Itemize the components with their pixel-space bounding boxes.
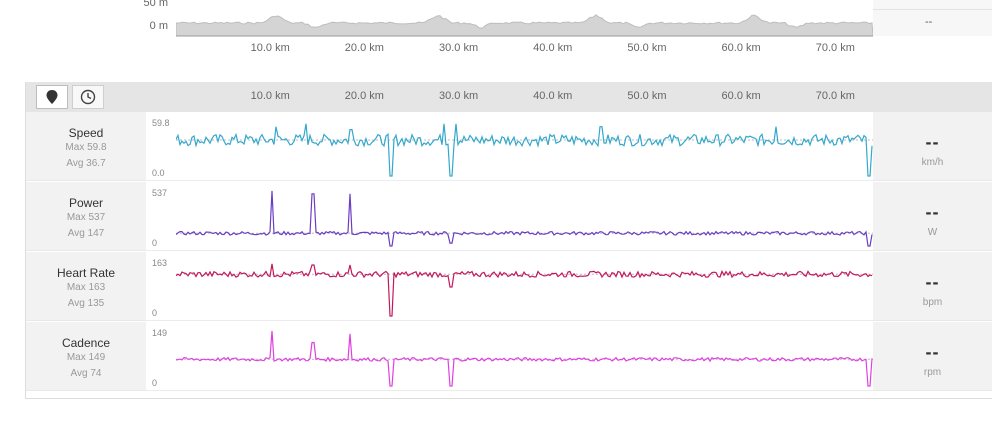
- stream-scale-bottom: 0: [152, 238, 158, 248]
- x-tick-label: 30.0 km: [438, 90, 479, 102]
- elevation-y-label-bottom: 0 m: [149, 20, 168, 32]
- stream-line-chart: [176, 263, 873, 317]
- panel-frame-left: [25, 82, 26, 398]
- stream-unit: W: [927, 227, 938, 238]
- stream-unit: bpm: [922, 297, 943, 308]
- stream-max: Max 59.8: [65, 142, 107, 153]
- stream-max: Max 163: [66, 282, 106, 293]
- stream-unit: rpm: [923, 367, 942, 378]
- streams-toolbar: 10.0 km 20.0 km 30.0 km 40.0 km 50.0 km 60.0 …: [26, 82, 992, 112]
- stream-current-value: --: [925, 272, 940, 292]
- x-tick-label: 40.0 km: [533, 42, 573, 54]
- stream-scale-top: 59.8: [152, 118, 170, 128]
- time-view-button[interactable]: [72, 85, 104, 109]
- stream-line: [176, 123, 873, 177]
- stream-current-value: --: [925, 202, 940, 222]
- x-tick-label: 20.0 km: [344, 42, 384, 54]
- stream-scale-bottom: 0: [152, 308, 158, 318]
- elevation-chart[interactable]: [176, 0, 873, 40]
- stream-scale-bottom: 0.0: [152, 168, 165, 178]
- elevation-divider: [873, 9, 992, 10]
- panel-frame-bottom: [25, 398, 992, 399]
- x-tick-label: 10.0 km: [250, 42, 290, 54]
- stream-current-value: --: [925, 132, 940, 152]
- stream-line: [176, 190, 873, 247]
- elevation-value: --: [925, 16, 933, 28]
- x-tick-label: 40.0 km: [533, 90, 573, 102]
- elevation-right-box: --: [873, 0, 992, 36]
- elevation-y-label-top: 50 m: [143, 0, 168, 9]
- stream-scale-top: 149: [152, 328, 168, 338]
- stream-label-speed: Speed Max 59.8 Avg 36.7: [26, 112, 146, 181]
- stream-plot-speed[interactable]: 59.8 0.0: [146, 112, 873, 181]
- map-pin-icon: [46, 90, 58, 104]
- elevation-profile: [176, 14, 873, 37]
- stream-line-chart: [176, 330, 873, 387]
- stream-line: [176, 263, 873, 317]
- x-tick-label: 70.0 km: [815, 90, 855, 102]
- stream-value-power: -- W: [873, 182, 992, 251]
- map-view-button[interactable]: [36, 85, 68, 109]
- stream-label-cadence: Cadence Max 149 Avg 74: [26, 322, 146, 391]
- stream-value-speed: -- km/h: [873, 112, 992, 181]
- x-tick-label: 30.0 km: [438, 42, 479, 54]
- stream-label-heartrate: Heart Rate Max 163 Avg 135: [26, 252, 146, 321]
- stream-scale-top: 537: [152, 188, 168, 198]
- x-tick-label: 60.0 km: [721, 42, 761, 54]
- x-tick-label: 50.0 km: [627, 90, 667, 102]
- stream-scale-top: 163: [152, 258, 168, 268]
- stream-plot-power[interactable]: 537 0: [146, 182, 873, 251]
- stream-title: Cadence: [61, 336, 111, 350]
- stream-unit: km/h: [921, 157, 944, 168]
- elevation-panel: 50 m 0 m 10.0 km 20.0 km 30.0 km 40.0 km 50.…: [0, 0, 992, 82]
- stream-avg: Avg 147: [67, 228, 105, 239]
- clock-icon: [80, 89, 96, 105]
- x-tick-label: 10.0 km: [250, 90, 290, 102]
- stream-line-chart: [176, 190, 873, 247]
- stream-value-cadence: -- rpm: [873, 322, 992, 391]
- stream-value-heartrate: -- bpm: [873, 252, 992, 321]
- stream-title: Power: [68, 196, 103, 210]
- stream-avg: Avg 135: [67, 298, 105, 309]
- stream-scale-bottom: 0: [152, 378, 158, 388]
- x-tick-label: 60.0 km: [721, 90, 761, 102]
- stream-avg: Avg 36.7: [66, 158, 106, 169]
- stream-current-value: --: [925, 342, 940, 362]
- stream-line-chart: [176, 123, 873, 177]
- stream-avg: Avg 74: [70, 368, 102, 379]
- stream-max: Max 537: [66, 212, 106, 223]
- stream-line: [176, 330, 873, 387]
- stream-title: Speed: [68, 126, 104, 140]
- stream-title: Heart Rate: [56, 266, 116, 280]
- stream-label-power: Power Max 537 Avg 147: [26, 182, 146, 251]
- x-tick-label: 70.0 km: [815, 42, 855, 54]
- stream-plot-cadence[interactable]: 149 0: [146, 322, 873, 391]
- x-tick-label: 20.0 km: [344, 90, 384, 102]
- stream-max: Max 149: [66, 352, 106, 363]
- stream-plot-heartrate[interactable]: 163 0: [146, 252, 873, 321]
- x-tick-label: 50.0 km: [627, 42, 667, 54]
